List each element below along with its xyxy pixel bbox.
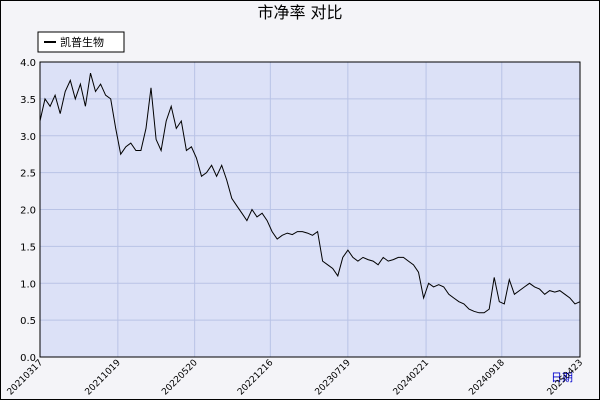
y-tick-label: 2.5 (20, 169, 36, 180)
y-tick-label: 1.0 (20, 279, 36, 290)
y-tick-label: 0.0 (20, 353, 36, 364)
x-axis-label: 日期 (551, 371, 573, 384)
y-tick-label: 3.5 (20, 95, 36, 106)
legend-box (37, 31, 125, 53)
y-tick-label: 4.0 (20, 58, 36, 69)
y-tick-label: 1.5 (20, 242, 36, 253)
y-tick-label: 3.0 (20, 132, 36, 143)
y-tick-label: 0.5 (20, 316, 36, 327)
y-tick-label: 2.0 (20, 206, 36, 217)
line (39, 72, 581, 314)
axes-border (39, 61, 581, 358)
chart-title: 市净率 对比 (257, 3, 342, 22)
legend-label: 凯普生物 (60, 35, 104, 49)
